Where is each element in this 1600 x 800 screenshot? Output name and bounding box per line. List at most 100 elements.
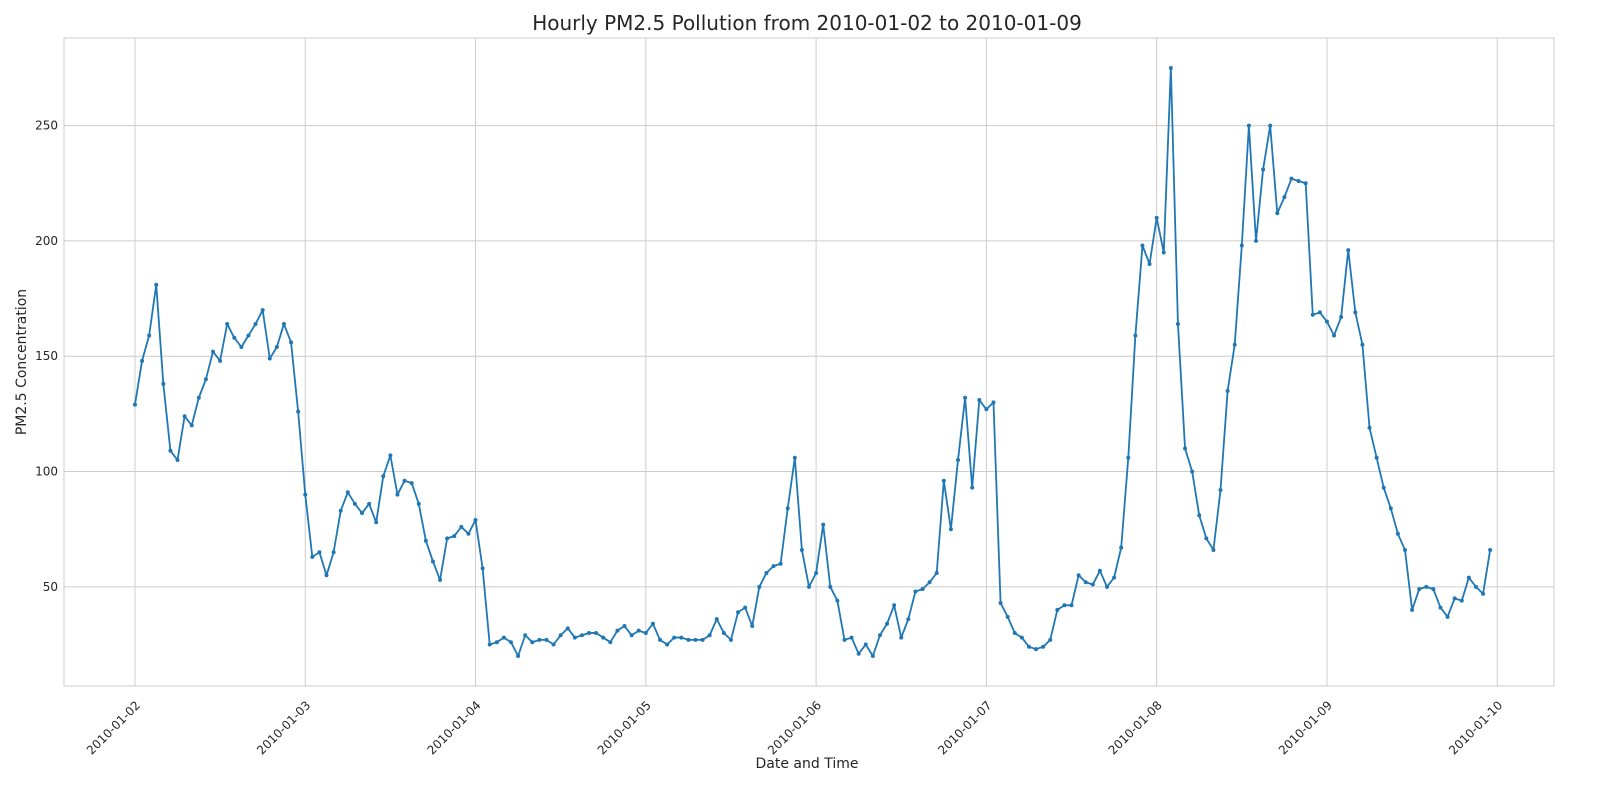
data-point xyxy=(175,458,180,463)
data-point xyxy=(622,624,627,629)
data-point xyxy=(1424,584,1429,589)
data-point xyxy=(998,600,1003,605)
data-point xyxy=(452,534,457,539)
data-point xyxy=(374,520,379,525)
data-point xyxy=(941,478,946,483)
data-point xyxy=(906,617,911,622)
data-point xyxy=(1317,310,1322,315)
data-point xyxy=(494,640,499,645)
data-point xyxy=(870,654,875,659)
data-point xyxy=(367,501,372,506)
data-point xyxy=(530,640,535,645)
data-point xyxy=(579,633,584,638)
data-point xyxy=(856,651,861,656)
data-point xyxy=(892,603,897,608)
data-point xyxy=(1332,333,1337,338)
data-point xyxy=(132,402,137,407)
series-layer xyxy=(132,65,1493,659)
data-point xyxy=(1289,176,1294,181)
data-point xyxy=(764,571,769,575)
data-point xyxy=(686,637,691,642)
data-point xyxy=(828,584,833,589)
data-point xyxy=(1360,342,1365,347)
data-point xyxy=(416,501,421,506)
data-point xyxy=(1133,333,1138,338)
data-point xyxy=(587,630,592,635)
data-point xyxy=(1225,388,1230,393)
data-point xyxy=(1211,547,1216,552)
data-point xyxy=(409,481,414,486)
data-point xyxy=(1473,584,1478,589)
data-point xyxy=(168,448,173,453)
data-point xyxy=(218,358,223,363)
data-point xyxy=(445,536,450,541)
y-tick-label: 200 xyxy=(35,234,58,248)
grid-layer xyxy=(64,38,1554,686)
plot-frame xyxy=(63,37,1555,687)
y-tick-label: 150 xyxy=(35,349,58,363)
data-point xyxy=(1218,487,1223,492)
data-point xyxy=(1019,635,1024,640)
data-point xyxy=(1041,644,1046,649)
data-point xyxy=(885,621,890,626)
data-point xyxy=(239,345,244,350)
data-point xyxy=(750,624,755,629)
data-point xyxy=(1204,536,1209,541)
data-point xyxy=(594,630,599,635)
data-point xyxy=(736,610,741,615)
data-point xyxy=(785,506,790,511)
data-point xyxy=(877,633,882,638)
data-point xyxy=(835,598,840,603)
data-point xyxy=(984,407,989,412)
data-point xyxy=(1161,250,1166,255)
data-point xyxy=(1466,575,1471,580)
data-point xyxy=(1069,603,1074,608)
data-point xyxy=(1296,178,1301,183)
data-point xyxy=(1062,603,1067,608)
data-point xyxy=(246,333,251,338)
data-point xyxy=(1090,582,1095,587)
data-point xyxy=(807,584,811,589)
data-point xyxy=(466,531,471,536)
data-point xyxy=(1112,575,1117,580)
data-point xyxy=(338,508,343,513)
data-point xyxy=(402,478,407,483)
data-point xyxy=(509,640,513,645)
data-point xyxy=(948,527,953,532)
data-point xyxy=(381,474,386,479)
data-point xyxy=(1417,587,1422,592)
data-point xyxy=(360,511,364,516)
data-point xyxy=(956,458,960,463)
data-point xyxy=(672,635,677,640)
y-tick-label: 100 xyxy=(35,465,58,479)
data-point xyxy=(1339,315,1344,320)
data-point xyxy=(1026,644,1031,649)
data-point xyxy=(1168,65,1173,70)
data-point xyxy=(1012,630,1017,635)
data-point xyxy=(395,492,400,497)
data-point xyxy=(1175,321,1180,326)
data-point xyxy=(1140,243,1145,248)
data-point xyxy=(211,349,215,354)
data-point xyxy=(1126,455,1131,460)
data-point xyxy=(196,395,201,400)
data-point xyxy=(430,559,435,564)
data-point xyxy=(1282,195,1287,200)
data-point xyxy=(728,637,733,642)
data-point xyxy=(423,538,428,543)
data-point xyxy=(189,423,194,428)
data-point xyxy=(913,589,918,594)
data-point xyxy=(1261,167,1266,172)
data-point xyxy=(1324,319,1329,324)
data-point xyxy=(253,321,258,326)
data-point xyxy=(1239,243,1244,248)
data-point xyxy=(1254,238,1258,243)
data-point xyxy=(650,621,655,626)
data-point xyxy=(352,501,357,506)
data-point xyxy=(792,455,797,460)
data-point xyxy=(636,628,641,633)
x-axis-label: Date and Time xyxy=(756,756,859,772)
